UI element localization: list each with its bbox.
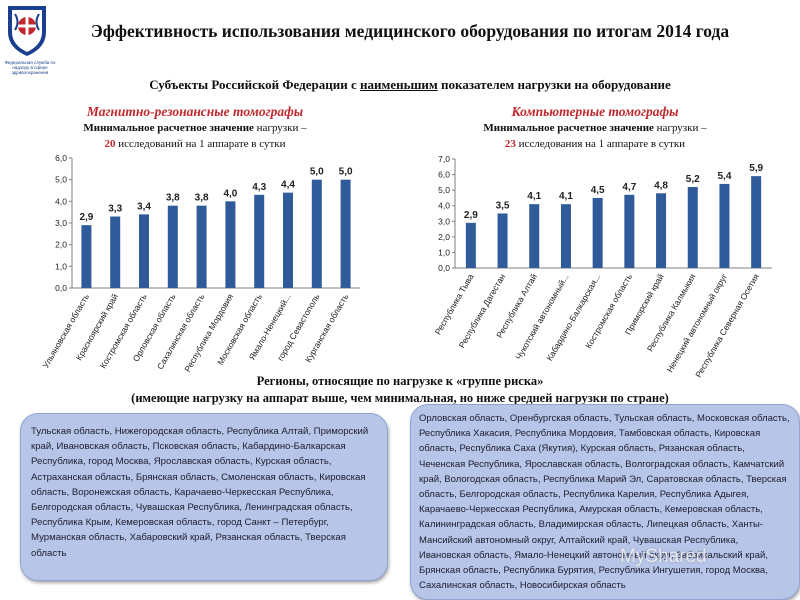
ct-bar (687, 187, 698, 268)
ct-bar (560, 204, 571, 268)
risk-group-title: Регионы, относящие по нагрузке к «группе… (256, 374, 544, 388)
mri-bar (283, 192, 293, 288)
ct-data-label: 2,9 (464, 210, 478, 221)
ct-data-label: 5,9 (749, 163, 763, 174)
mri-data-label: 3,8 (195, 193, 209, 204)
risk-group-subtitle: (имеющие нагрузку на аппарат выше, чем м… (131, 391, 669, 405)
mri-data-label: 2,9 (79, 212, 93, 223)
mri-data-label: 4,4 (281, 180, 295, 191)
ct-y-tick-label: 5,0 (438, 185, 450, 195)
mri-y-tick-label: 4,0 (55, 196, 67, 206)
ct-y-tick-label: 1,0 (438, 247, 450, 257)
ct-data-label: 5,2 (686, 174, 700, 185)
ct-data-label: 4,7 (622, 182, 636, 193)
page-subtitle: Субъекты Российской Федерации с наименьш… (60, 77, 760, 93)
ct-bar (592, 197, 603, 268)
ct-y-tick-label: 0,0 (438, 263, 450, 273)
mri-chart-title: Магнитно-резонансные томографы (86, 104, 304, 119)
mri-data-label: 5,0 (310, 167, 324, 178)
mri-y-tick-label: 2,0 (55, 240, 67, 250)
ct-data-label: 4,1 (559, 191, 573, 202)
mri-y-tick-label: 0,0 (55, 283, 67, 293)
subtitle-underlined: наименьшим (359, 77, 438, 92)
ct-y-tick-label: 6,0 (438, 170, 450, 180)
ct-y-tick-label: 2,0 (438, 232, 450, 242)
ct-bar (656, 193, 667, 268)
mri-data-label: 3,8 (166, 193, 180, 204)
mri-data-label: 4,3 (252, 182, 266, 193)
ct-bar (624, 194, 635, 268)
mri-data-label: 3,3 (108, 204, 122, 215)
mri-chart-heading: Магнитно-резонансные томографы Минимальн… (20, 103, 370, 152)
watermark: MyShared (620, 546, 707, 567)
ct-chart-title: Компьютерные томографы (511, 104, 679, 119)
ct-data-label: 4,8 (654, 180, 668, 191)
mri-bar (110, 216, 121, 288)
ct-y-tick-label: 7,0 (438, 154, 450, 164)
ct-bar (529, 204, 540, 268)
mri-chart-note: Минимальное расчетное значение нагрузки … (20, 120, 370, 152)
mri-y-tick-label: 6,0 (55, 153, 67, 163)
ct-note-number: 23 (504, 138, 516, 150)
mri-data-label: 3,4 (137, 201, 151, 212)
ct-bar (751, 176, 762, 268)
agency-logo: Федеральная служба по надзору в сфере зд… (2, 2, 56, 82)
ct-bar (465, 222, 476, 268)
mri-bar (81, 225, 92, 288)
mri-bar (139, 214, 149, 288)
risk-group-heading: Регионы, относящие по нагрузке к «группе… (30, 373, 770, 407)
mri-note-mid: нагрузки – (253, 122, 307, 134)
emblem-icon (8, 6, 46, 56)
mri-data-label: 5,0 (339, 167, 353, 178)
mri-y-tick-label: 3,0 (55, 218, 67, 228)
ct-risk-regions-box: Орловская область, Оренбургская область,… (410, 404, 800, 600)
ct-note-mid: нагрузки – (653, 122, 707, 134)
mri-data-label: 4,0 (223, 188, 237, 199)
ct-chart-heading: Компьютерные томографы Минимальное расче… (420, 103, 770, 152)
mri-note-tail: исследований на 1 аппарате в сутки (115, 138, 286, 150)
subtitle-after: показателем нагрузки на оборудование (437, 77, 671, 92)
ct-y-tick-label: 4,0 (438, 201, 450, 211)
mri-bar (167, 205, 178, 288)
ct-category-label: Кабардино-Балкарская... (544, 272, 602, 363)
mri-bar (340, 179, 351, 288)
ct-category-label: Ненецкий автономный округ (665, 272, 730, 374)
ct-category-label: Республика Северная Осетия (693, 272, 761, 380)
ct-chart-note: Минимальное расчетное значение нагрузки … (420, 120, 770, 152)
ct-y-tick-label: 3,0 (438, 216, 450, 226)
mri-bar (196, 205, 207, 288)
ct-note-tail: исследования на 1 аппарате в сутки (515, 138, 686, 150)
mri-y-tick-label: 1,0 (55, 261, 67, 271)
subtitle-before: Субъекты Российской Федерации с (149, 77, 360, 92)
mri-risk-regions-box: Тульская область, Нижегородская область,… (20, 413, 388, 581)
ct-bar (719, 183, 730, 268)
mri-note-number: 20 (104, 138, 116, 150)
mri-bar (254, 194, 265, 288)
ct-note-bold: Минимальное расчетное значение (483, 122, 654, 134)
ct-data-label: 4,1 (527, 191, 541, 202)
mri-bar (311, 179, 322, 288)
mri-note-bold: Минимальное расчетное значение (83, 122, 254, 134)
ct-data-label: 3,5 (496, 201, 510, 212)
page-title: Эффективность использования медицинского… (90, 21, 730, 41)
ct-data-label: 4,5 (591, 185, 605, 196)
ct-data-label: 5,4 (717, 171, 731, 182)
ct-bar (497, 213, 508, 268)
mri-bar (225, 201, 236, 288)
logo-caption: Федеральная служба по надзору в сфере зд… (4, 60, 56, 75)
mri-y-tick-label: 5,0 (55, 175, 67, 185)
